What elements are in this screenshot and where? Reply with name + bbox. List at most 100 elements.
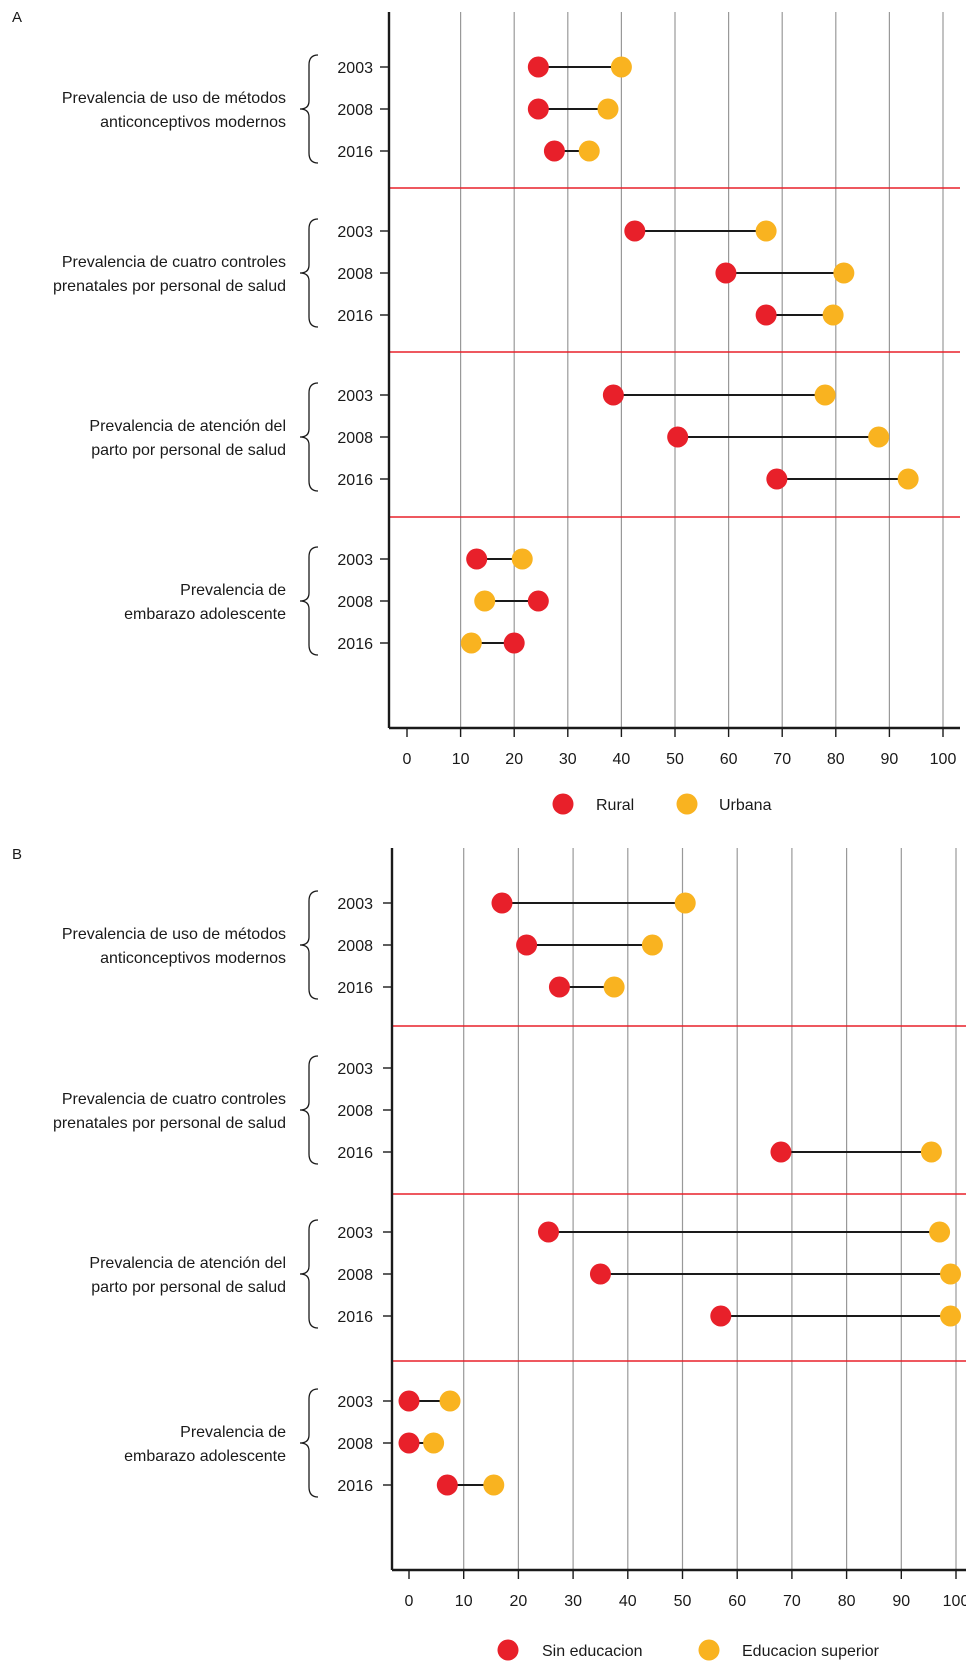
x-tick-label: 80 [838,1593,856,1610]
point-series-a [667,426,689,448]
legend-swatch-b [698,1639,720,1661]
point-series-a [398,1432,420,1454]
year-label: 2003 [337,896,373,913]
legend-swatch-a [552,793,574,815]
year-label: 2003 [337,552,373,569]
year-label: 2016 [337,636,373,653]
year-label: 2003 [337,224,373,241]
x-tick-label: 20 [510,1593,528,1610]
group-brace [299,546,319,656]
x-tick-label: 10 [452,751,470,768]
category-label: Prevalencia de cuatro controles prenatale… [53,1091,286,1132]
legend-label-b: Urbana [719,797,772,814]
point-series-b [439,1390,461,1412]
point-series-b [423,1432,445,1454]
point-series-a [516,934,538,956]
category-label: Prevalencia de cuatro controles prenatale… [53,254,286,295]
point-series-a [715,262,737,284]
x-tick-label: 20 [505,751,523,768]
legend-label-a: Sin educacion [542,1643,643,1660]
x-tick-label: 30 [559,751,577,768]
point-series-b [833,262,855,284]
year-label: 2016 [337,144,373,161]
panel-b: B 0 10 20 30 40 50 60 70 80 90 100 Prevalencia de us… [12,846,966,1661]
point-series-b [483,1474,505,1496]
point-series-b [603,976,625,998]
point-series-a [436,1474,458,1496]
point-series-a [491,892,513,914]
year-label: 2016 [337,980,373,997]
x-tick-label: 100 [930,751,957,768]
group-brace [299,1219,319,1329]
category-label: Prevalencia de uso de métodos anticoncept… [62,926,286,967]
x-tick-label: 40 [619,1593,637,1610]
category-label: Prevalencia de atención del parto por per… [89,1255,286,1296]
x-tick-label: 60 [720,751,738,768]
legend-label-a: Rural [596,797,634,814]
x-tick-label: 90 [892,1593,910,1610]
point-series-b [578,140,600,162]
point-series-a [503,632,525,654]
year-label: 2008 [337,594,373,611]
point-series-b [474,590,496,612]
category-label: Prevalencia de uso de métodos anticoncept… [62,90,286,131]
year-label: 2003 [337,1394,373,1411]
x-tick-label: 0 [405,1593,414,1610]
x-tick-label: 40 [613,751,631,768]
year-label: 2003 [337,1061,373,1078]
x-tick-label: 50 [666,751,684,768]
legend-swatch-a [497,1639,519,1661]
point-series-b [940,1305,962,1327]
panel-label: B [12,846,22,863]
group-brace [299,890,319,1000]
point-series-a [624,220,646,242]
category-label: Prevalencia de embarazo adolescente [124,582,286,623]
category-label: Prevalencia de atención del parto por per… [89,418,286,459]
year-label: 2016 [337,472,373,489]
point-series-a [398,1390,420,1412]
point-series-a [589,1263,611,1285]
point-series-b [597,98,619,120]
year-label: 2008 [337,102,373,119]
point-series-b [920,1141,942,1163]
year-label: 2008 [337,266,373,283]
category-label: Prevalencia de embarazo adolescente [124,1424,286,1465]
panel-a: A 0 10 20 30 40 50 60 70 80 90 100 Prevalencia de us… [12,9,960,815]
point-series-a [527,56,549,78]
legend-label-b: Educacion superior [742,1643,880,1660]
year-label: 2016 [337,308,373,325]
year-label: 2003 [337,1225,373,1242]
point-series-a [755,304,777,326]
point-series-b [460,632,482,654]
point-series-b [755,220,777,242]
x-tick-label: 0 [403,751,412,768]
x-tick-label: 10 [455,1593,473,1610]
legend-swatch-b [676,793,698,815]
year-label: 2003 [337,388,373,405]
point-series-b [814,384,836,406]
x-tick-label: 100 [943,1593,966,1610]
group-brace [299,54,319,164]
point-series-a [543,140,565,162]
x-tick-label: 30 [564,1593,582,1610]
x-tick-label: 50 [674,1593,692,1610]
year-label: 2008 [337,1103,373,1120]
year-label: 2003 [337,60,373,77]
point-series-a [602,384,624,406]
group-brace [299,1055,319,1165]
point-series-a [466,548,488,570]
year-label: 2008 [337,938,373,955]
point-series-a [527,590,549,612]
year-label: 2008 [337,1267,373,1284]
point-series-b [822,304,844,326]
point-series-a [537,1221,559,1243]
year-label: 2016 [337,1309,373,1326]
x-tick-label: 90 [881,751,899,768]
x-tick-label: 60 [728,1593,746,1610]
point-series-b [511,548,533,570]
year-label: 2016 [337,1145,373,1162]
year-label: 2008 [337,430,373,447]
group-brace [299,382,319,492]
group-brace [299,1388,319,1498]
